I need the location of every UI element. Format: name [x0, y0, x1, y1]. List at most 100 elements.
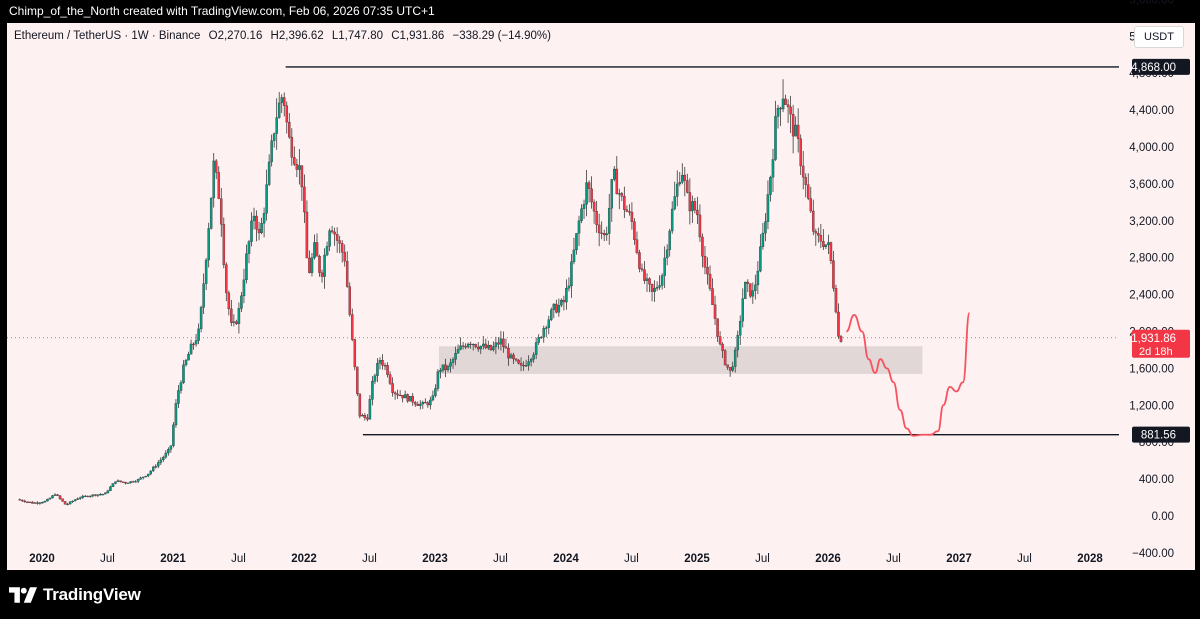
candle[interactable] [252, 207, 256, 230]
candle[interactable] [444, 358, 447, 378]
candle[interactable] [441, 364, 445, 373]
candle[interactable] [348, 282, 351, 317]
candle[interactable] [459, 337, 462, 351]
candle[interactable] [23, 499, 27, 503]
candle[interactable] [623, 186, 626, 219]
candle[interactable] [167, 447, 170, 456]
candle[interactable] [162, 455, 165, 462]
candle[interactable] [482, 335, 485, 350]
candle[interactable] [504, 338, 508, 349]
candle[interactable] [492, 341, 495, 352]
candle[interactable] [625, 205, 629, 213]
candle[interactable] [605, 226, 608, 241]
candle[interactable] [620, 191, 624, 202]
candle[interactable] [590, 176, 593, 209]
candle[interactable] [693, 197, 697, 214]
candle[interactable] [129, 481, 132, 484]
candle[interactable] [809, 186, 813, 213]
candle[interactable] [769, 175, 772, 202]
candle[interactable] [635, 231, 639, 255]
candle[interactable] [179, 380, 183, 394]
support-zone[interactable] [438, 346, 923, 374]
candle[interactable] [225, 262, 228, 302]
candle[interactable] [313, 234, 316, 260]
candle[interactable] [272, 132, 276, 148]
candle[interactable] [537, 334, 540, 346]
candle[interactable] [293, 146, 296, 166]
candle[interactable] [398, 390, 402, 397]
candle[interactable] [655, 281, 659, 291]
candle[interactable] [502, 331, 505, 353]
candle[interactable] [373, 373, 377, 385]
candle[interactable] [68, 501, 72, 505]
candle[interactable] [83, 495, 87, 497]
candle[interactable] [255, 210, 258, 242]
candle[interactable] [663, 246, 666, 288]
candle[interactable] [202, 273, 205, 314]
candle[interactable] [174, 399, 178, 428]
candle[interactable] [587, 180, 591, 203]
candle[interactable] [111, 483, 115, 488]
candle[interactable] [157, 460, 160, 469]
candle[interactable] [804, 173, 807, 198]
candle[interactable] [141, 476, 145, 480]
candle[interactable] [681, 163, 684, 185]
candle[interactable] [827, 234, 830, 255]
candle[interactable] [212, 152, 215, 208]
candle[interactable] [204, 257, 208, 291]
candle[interactable] [151, 465, 155, 472]
candle[interactable] [66, 502, 69, 506]
candle[interactable] [245, 244, 248, 284]
candle[interactable] [94, 494, 97, 497]
candle[interactable] [91, 494, 95, 498]
candle[interactable] [419, 400, 422, 410]
candle[interactable] [638, 249, 641, 273]
candle[interactable] [388, 371, 392, 386]
candle[interactable] [532, 352, 535, 363]
candle[interactable] [76, 497, 79, 500]
candle[interactable] [451, 357, 455, 369]
candle[interactable] [696, 196, 699, 225]
candle[interactable] [784, 94, 787, 105]
candle[interactable] [305, 200, 309, 259]
candle[interactable] [514, 358, 518, 362]
candle[interactable] [552, 303, 556, 319]
chart-area[interactable] [7, 23, 1119, 570]
currency-button[interactable]: USDT [1134, 26, 1184, 48]
candle[interactable] [613, 166, 616, 182]
candle[interactable] [829, 241, 833, 265]
candle[interactable] [136, 478, 140, 484]
candle[interactable] [741, 288, 744, 328]
candle[interactable] [126, 482, 130, 484]
candle[interactable] [51, 495, 54, 499]
candle[interactable] [189, 339, 193, 355]
candle[interactable] [557, 298, 561, 317]
candle[interactable] [660, 273, 664, 290]
candle[interactable] [658, 275, 661, 290]
candle[interactable] [678, 171, 682, 187]
candle[interactable] [630, 202, 634, 230]
candle[interactable] [86, 495, 89, 498]
candle[interactable] [512, 352, 515, 365]
candle[interactable] [471, 343, 475, 351]
candle[interactable] [703, 246, 707, 275]
candle[interactable] [572, 237, 576, 265]
candle[interactable] [761, 222, 765, 250]
candle[interactable] [814, 228, 818, 246]
candle[interactable] [43, 500, 47, 503]
candle[interactable] [595, 200, 598, 233]
candle[interactable] [426, 401, 430, 408]
candle[interactable] [421, 400, 425, 409]
candle[interactable] [187, 351, 190, 361]
candle[interactable] [439, 368, 442, 379]
candle[interactable] [290, 128, 294, 166]
candle[interactable] [308, 250, 311, 274]
candle[interactable] [353, 338, 357, 371]
candle[interactable] [670, 201, 674, 234]
candle[interactable] [577, 215, 581, 246]
candle[interactable] [464, 343, 467, 350]
candle[interactable] [555, 299, 558, 314]
candle[interactable] [801, 150, 805, 190]
candle[interactable] [48, 497, 52, 500]
